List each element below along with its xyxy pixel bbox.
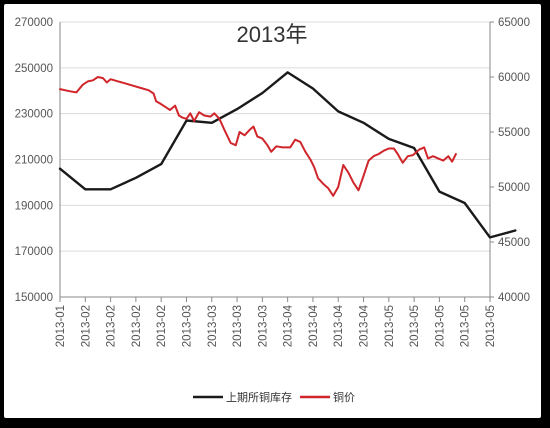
x-tick-label: 2013-03	[181, 305, 193, 347]
y-right-tick-label: 60000	[498, 72, 530, 84]
y-right-tick-label: 50000	[498, 182, 530, 194]
x-tick-label: 2013-02	[156, 305, 168, 347]
legend-label-inventory: 上期所铜库存	[226, 390, 292, 404]
axes	[59, 21, 494, 302]
gridlines	[60, 21, 490, 298]
x-tick-label: 2013-04	[333, 304, 345, 347]
y-left-tick-label: 190000	[15, 200, 53, 212]
x-tick-label: 2013-01	[55, 305, 67, 347]
x-tick-label: 2013-03	[257, 305, 269, 347]
x-tick-label: 2013-02	[131, 305, 143, 347]
x-tick-label: 2013-05	[485, 305, 497, 347]
y-axis-right-ticks: 40000 45000 50000 55000 60000 65000	[498, 17, 530, 304]
x-tick-label: 2013-05	[460, 305, 472, 347]
series-line-inventory	[58, 71, 517, 239]
series-lines	[58, 71, 517, 239]
series-line-price	[59, 76, 457, 197]
x-tick-label: 2013-05	[434, 305, 446, 347]
x-tick-label: 2013-03	[207, 305, 219, 347]
x-tick-label: 2013-04	[283, 304, 295, 347]
y-right-tick-label: 65000	[498, 17, 530, 29]
legend: 上期所铜库存 铜价	[193, 390, 355, 404]
y-left-tick-label: 230000	[15, 109, 53, 121]
x-tick-label: 2013-02	[80, 305, 92, 347]
y-axis-left-ticks: 150000 170000 190000 210000 230000 250000 2700…	[15, 17, 53, 304]
y-left-tick-label: 250000	[15, 63, 53, 75]
x-axis-ticks: 2013-01 2013-02 2013-02 2013-02 2013-02 2013-…	[55, 304, 497, 347]
x-tick-label: 2013-03	[232, 305, 244, 347]
legend-label-price: 铜价	[333, 390, 355, 404]
y-left-tick-label: 170000	[15, 246, 53, 258]
chart-title: 2013年	[237, 22, 308, 47]
y-right-tick-label: 55000	[498, 127, 530, 139]
y-left-tick-label: 150000	[15, 292, 53, 304]
y-left-tick-label: 210000	[15, 155, 53, 167]
x-tick-label: 2013-04	[359, 304, 371, 347]
x-tick-label: 2013-02	[106, 305, 118, 347]
y-left-tick-label: 270000	[15, 17, 53, 29]
x-tick-label: 2013-05	[409, 305, 421, 347]
y-right-tick-label: 45000	[498, 237, 530, 249]
chart-frame	[4, 4, 541, 418]
x-tick-label: 2013-04	[308, 304, 320, 347]
y-right-tick-label: 40000	[498, 292, 530, 304]
x-tick-label: 2013-05	[384, 305, 396, 347]
